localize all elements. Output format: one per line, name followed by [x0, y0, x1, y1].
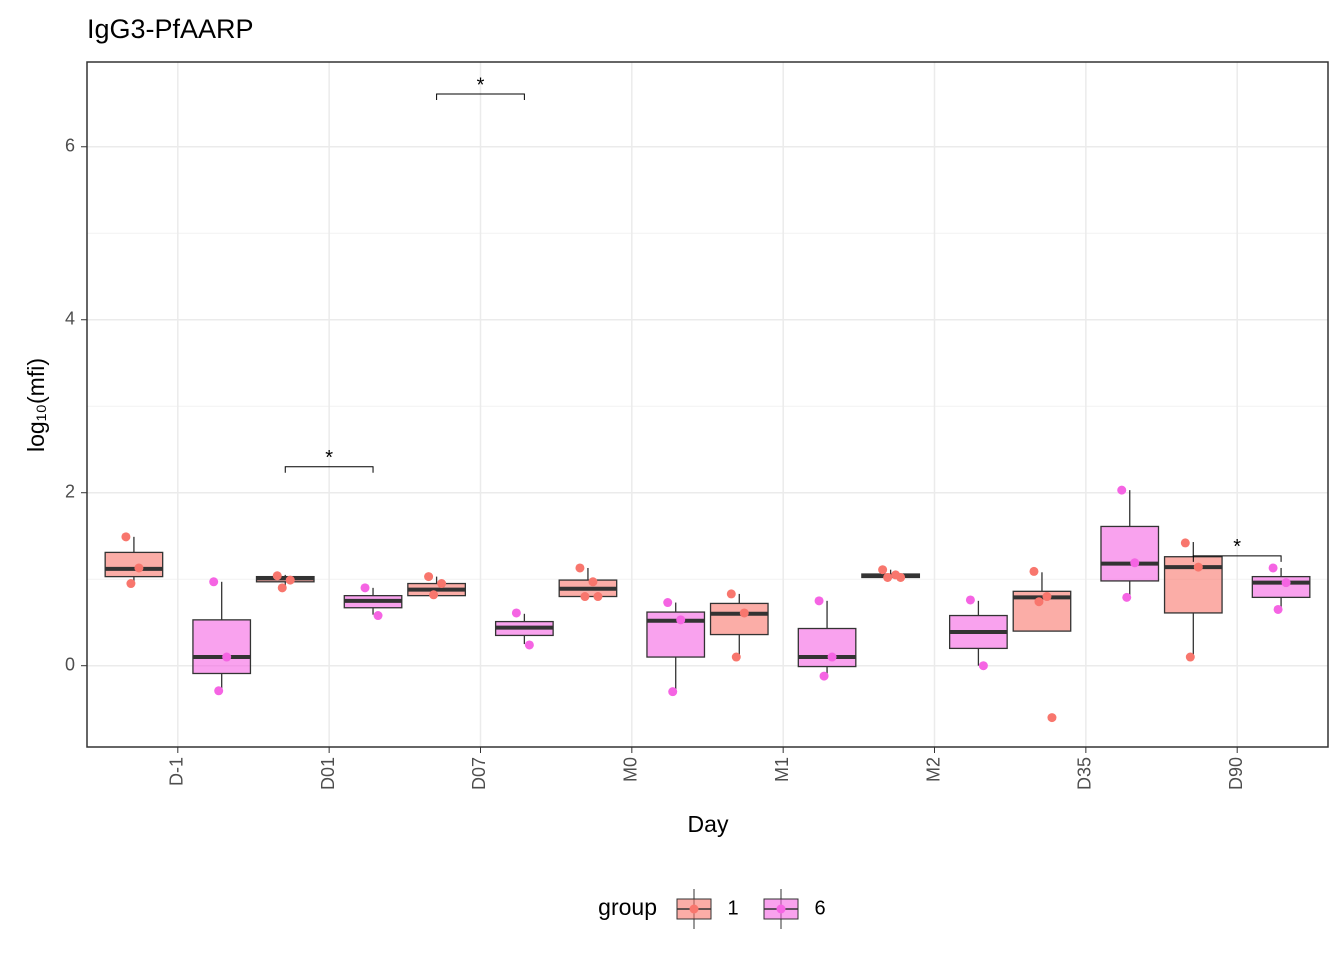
- point: [1193, 562, 1203, 572]
- point: [285, 575, 295, 585]
- x-tick-label: D35: [1075, 757, 1095, 790]
- x-tick-label: D01: [318, 757, 338, 790]
- point: [511, 608, 521, 618]
- point: [1281, 578, 1291, 588]
- point: [437, 579, 447, 589]
- legend-key-point: [776, 904, 786, 914]
- point: [731, 652, 741, 662]
- point: [814, 596, 824, 606]
- point: [429, 590, 439, 600]
- significance-bracket: [284, 466, 374, 473]
- point: [126, 579, 136, 589]
- point: [827, 652, 837, 662]
- point: [575, 563, 585, 573]
- x-tick-label: D07: [469, 757, 489, 790]
- legend-title: group: [598, 894, 657, 920]
- point: [593, 592, 603, 602]
- significance-label: *: [1233, 536, 1241, 558]
- point: [668, 687, 678, 697]
- point: [524, 640, 534, 650]
- point: [978, 661, 988, 671]
- point: [214, 686, 224, 696]
- box: [797, 627, 857, 668]
- point: [588, 577, 598, 587]
- point: [878, 565, 888, 575]
- point: [1047, 713, 1057, 723]
- point: [1042, 592, 1052, 602]
- point: [883, 572, 893, 582]
- y-tick-label: 6: [65, 136, 75, 156]
- point: [676, 615, 686, 625]
- legend-label: 1: [727, 897, 738, 919]
- point: [1034, 597, 1044, 607]
- point: [965, 595, 975, 605]
- point: [424, 572, 434, 582]
- box: [104, 551, 164, 578]
- y-tick-label: 2: [65, 481, 75, 501]
- box: [192, 619, 252, 675]
- box: [709, 602, 769, 636]
- x-tick-label: M0: [621, 757, 641, 782]
- y-tick-label: 4: [65, 308, 75, 328]
- significance-label: *: [477, 74, 485, 96]
- point: [1268, 563, 1278, 573]
- box: [1100, 525, 1160, 582]
- point: [580, 592, 590, 602]
- legend-label: 6: [814, 897, 825, 919]
- point: [1130, 558, 1140, 568]
- point: [121, 532, 131, 542]
- significance-bracket: [1192, 555, 1282, 562]
- point: [1029, 566, 1039, 576]
- x-tick-label: M1: [772, 757, 792, 782]
- y-tick-label: 0: [65, 654, 75, 674]
- point: [1122, 592, 1132, 602]
- point: [819, 671, 829, 681]
- point: [1273, 604, 1283, 614]
- point: [1185, 652, 1195, 662]
- point: [222, 652, 232, 662]
- significance-bracket: [436, 93, 525, 101]
- chart-title: IgG3-PfAARP: [87, 14, 254, 44]
- point: [896, 572, 906, 582]
- legend-item: 6: [763, 889, 826, 929]
- point: [373, 611, 383, 621]
- box: [1251, 575, 1311, 599]
- point: [209, 577, 219, 587]
- y-axis-label: log₁₀(mfi): [23, 358, 49, 452]
- point: [1117, 485, 1127, 495]
- x-tick-label: D90: [1226, 757, 1246, 790]
- x-tick-label: M2: [923, 757, 943, 782]
- point: [134, 563, 144, 573]
- panel-border: [86, 61, 1329, 748]
- x-tick-label: D-1: [167, 757, 187, 786]
- point: [360, 583, 370, 593]
- significance-label: *: [325, 447, 333, 469]
- point: [739, 608, 749, 618]
- point: [663, 598, 673, 608]
- point: [1180, 538, 1190, 548]
- point: [726, 589, 736, 599]
- legend-key-point: [689, 904, 699, 914]
- x-axis-label: Day: [688, 811, 729, 837]
- legend-item: 1: [676, 889, 739, 929]
- point: [272, 571, 282, 581]
- point: [277, 583, 287, 593]
